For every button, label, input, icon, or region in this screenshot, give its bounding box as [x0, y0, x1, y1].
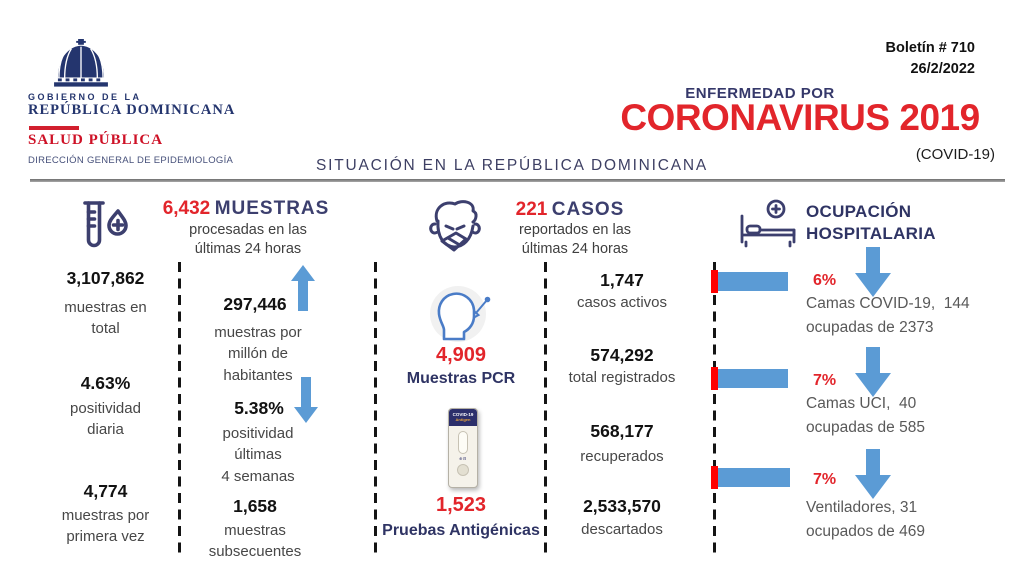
bulletin-number: Boletín # 710: [885, 40, 975, 56]
cases-24h-unit: CASOS: [551, 199, 625, 220]
covid-beds-line1: Camas COVID-19, 144: [806, 295, 970, 312]
trend-down-arrow-icon: [294, 377, 318, 428]
logo-ministry-line: SALUD PÚBLICA: [28, 132, 164, 148]
disease-sub-title: (COVID-19): [915, 146, 995, 163]
active-cases-label: casos activos: [576, 294, 668, 311]
samples-24h-header: 6,432 MUESTRAS: [160, 198, 332, 220]
cassette-brand-line2: Antigen: [455, 417, 471, 423]
positivity-4-weeks-value: 5.38%: [234, 398, 284, 418]
pcr-swab-icon: [429, 281, 491, 345]
hospital-bed-icon: [738, 199, 798, 249]
cassette-brand-line1: COVID-19: [452, 411, 474, 417]
cases-24h-header: 221 CASOS: [490, 199, 650, 221]
dashed-divider-4: [713, 262, 716, 558]
pcr-samples-label: Muestras PCR: [406, 370, 516, 387]
covid-beds-line2: ocupadas de 2373: [806, 319, 934, 336]
ventilators-percent: 7%: [813, 471, 837, 488]
icu-beds-line1: Camas UCI, 40: [806, 395, 917, 412]
antigen-tests-value: 1,523: [435, 494, 487, 516]
covid-beds-percent: 6%: [813, 272, 837, 289]
ventilators-line1: Ventiladores, 31: [806, 499, 918, 516]
subsequent-samples-label: muestras subsecuentes: [208, 522, 302, 561]
disease-pre-title: ENFERMEDAD POR: [685, 85, 835, 102]
antigen-tests-label: Pruebas Antigénicas: [382, 522, 540, 539]
dashed-divider-3: [544, 262, 547, 558]
cassette-markings: ⊕⊟: [459, 456, 467, 461]
masked-face-icon: [427, 196, 483, 256]
bar-red-segment: [711, 270, 718, 293]
occupancy-bar: [718, 369, 788, 388]
occupancy-down-arrow-icon: [855, 449, 891, 504]
first-time-samples-value: 4,774: [83, 481, 128, 501]
hospital-occupancy-title: OCUPACIÓN HOSPITALARIA: [806, 202, 936, 244]
ventilators-line2: ocupados de 469: [806, 523, 925, 540]
samples-24h-unit: MUESTRAS: [214, 198, 330, 219]
trend-up-arrow-icon: [291, 265, 315, 316]
bar-red-segment: [711, 466, 718, 489]
samples-per-million-value: 297,446: [223, 294, 287, 314]
dashed-divider-1: [178, 262, 181, 558]
cases-24h-value: 221: [515, 199, 548, 220]
pcr-samples-value: 4,909: [435, 344, 487, 366]
national-palace-dome-logo-icon: [54, 39, 108, 89]
occupancy-bar: [718, 272, 788, 291]
situation-title: SITUACIÓN EN LA REPÚBLICA DOMINICANA: [315, 157, 709, 174]
positivity-4-weeks-label: positividad últimas 4 semanas: [221, 425, 295, 485]
discarded-value: 2,533,570: [583, 496, 661, 516]
cassette-result-window: [458, 431, 468, 454]
logo-government-line: GOBIERNO DE LA: [28, 92, 142, 102]
total-registered-label: total registrados: [568, 369, 676, 386]
first-time-samples-label: muestras por primera vez: [61, 507, 150, 546]
test-tube-drop-icon: [72, 197, 134, 255]
cases-24h-sublabel: reportados en las últimas 24 horas: [518, 222, 632, 258]
occupancy-bar: [718, 468, 790, 487]
disease-main-title: CORONAVIRUS 2019: [620, 97, 980, 138]
occupancy-down-arrow-icon: [855, 347, 891, 402]
header-divider: [30, 179, 1005, 182]
dashed-divider-2: [374, 262, 377, 558]
bar-red-segment: [711, 367, 718, 390]
logo-country-line: REPÚBLICA DOMINICANA: [28, 102, 236, 118]
icu-beds-line2: ocupadas de 585: [806, 419, 925, 436]
logo-red-underline: [29, 126, 79, 130]
subsequent-samples-value: 1,658: [233, 496, 277, 516]
active-cases-value: 1,747: [600, 270, 644, 290]
occupancy-down-arrow-icon: [855, 247, 891, 302]
logo-department-line: DIRECCIÓN GENERAL DE EPIDEMIOLOGÍA: [28, 155, 234, 166]
total-samples-value: 3,107,862: [66, 268, 145, 288]
total-samples-label: muestras en total: [64, 299, 147, 338]
discarded-label: descartados: [581, 521, 663, 538]
recovered-label: recuperados: [580, 448, 664, 465]
bulletin-date: 26/2/2022: [910, 61, 975, 77]
antigen-test-cassette-icon: COVID-19 Antigen ⊕⊟: [448, 408, 478, 488]
samples-24h-value: 6,432: [162, 198, 211, 219]
cassette-sample-well: [457, 464, 469, 476]
recovered-value: 568,177: [590, 421, 654, 441]
total-registered-value: 574,292: [590, 345, 654, 365]
daily-positivity-label: positividad diaria: [70, 400, 141, 439]
icu-beds-percent: 7%: [813, 372, 837, 389]
samples-per-million-label: muestras por millón de habitantes: [214, 324, 302, 384]
samples-24h-sublabel: procesadas en las últimas 24 horas: [189, 222, 307, 258]
daily-positivity-value: 4.63%: [80, 373, 131, 393]
